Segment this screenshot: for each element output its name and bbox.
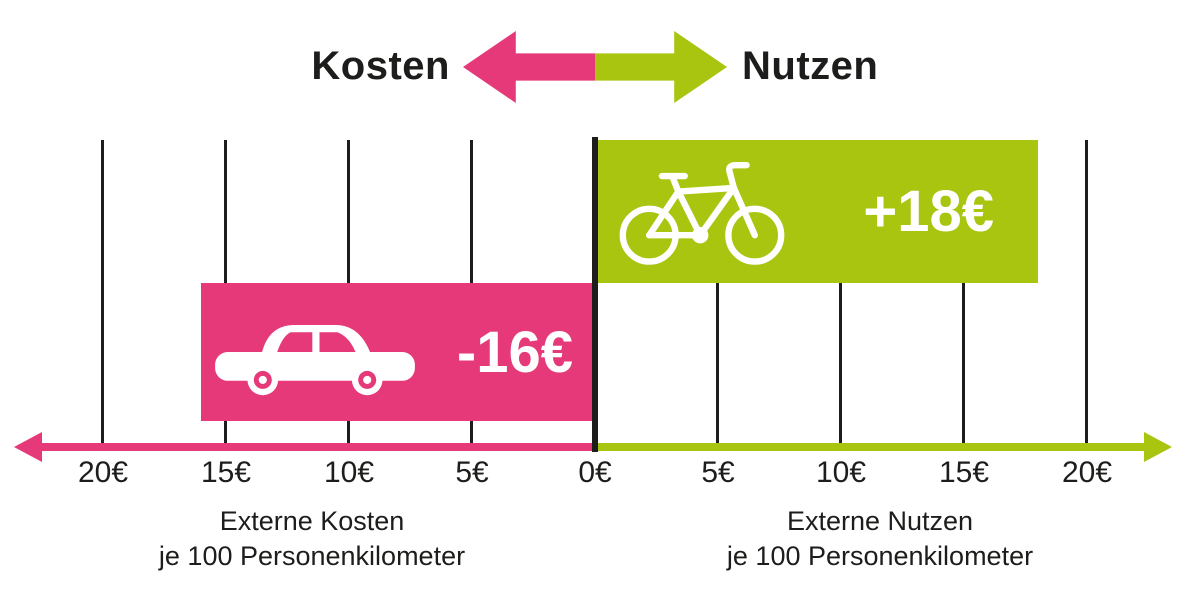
tick-label-minus-15: 15€ bbox=[200, 456, 252, 489]
bicycle-icon bbox=[619, 161, 785, 265]
tick-label-plus-5: 5€ bbox=[701, 456, 735, 489]
tick-label-plus-20: 20€ bbox=[1061, 456, 1113, 489]
right-axis-caption-line2: je 100 Personenkilometer bbox=[726, 541, 1034, 571]
gridline-plus-15 bbox=[962, 140, 965, 443]
axis-line-nutzen bbox=[595, 443, 1146, 451]
bike-benefit-bar: +18€ bbox=[595, 140, 1038, 283]
left-axis-caption: Externe Kosten je 100 Personenkilometer bbox=[62, 504, 562, 574]
axis-line-kosten bbox=[38, 443, 595, 451]
nutzen-direction-label: Nutzen bbox=[742, 44, 879, 88]
axis-arrowhead-right-icon bbox=[1144, 432, 1172, 462]
tick-label-plus-10: 10€ bbox=[815, 456, 867, 489]
right-axis-caption-line1: Externe Nutzen bbox=[786, 506, 974, 536]
car-cost-value: -16€ bbox=[456, 319, 573, 385]
axis-arrowhead-left-icon bbox=[14, 432, 42, 462]
left-axis-caption-line2: je 100 Personenkilometer bbox=[158, 541, 466, 571]
tick-label-minus-5: 5€ bbox=[455, 456, 489, 489]
tick-label-minus-20: 20€ bbox=[77, 456, 129, 489]
gridline-minus-20 bbox=[101, 140, 104, 443]
tick-label-zero: 0€ bbox=[578, 456, 612, 489]
car-cost-bar: -16€ bbox=[201, 283, 595, 421]
zero-axis-line bbox=[592, 137, 598, 452]
bike-benefit-value: +18€ bbox=[863, 179, 994, 244]
tick-label-minus-10: 10€ bbox=[323, 456, 375, 489]
nutzen-right-arrow-icon bbox=[595, 31, 727, 103]
gridline-plus-5 bbox=[716, 140, 719, 443]
car-icon bbox=[215, 325, 415, 396]
kosten-direction-label: Kosten bbox=[311, 44, 450, 88]
kosten-left-arrow-icon bbox=[463, 31, 595, 103]
gridline-plus-20 bbox=[1085, 140, 1088, 443]
left-axis-caption-line1: Externe Kosten bbox=[219, 506, 405, 536]
gridline-plus-10 bbox=[839, 140, 842, 443]
right-axis-caption: Externe Nutzen je 100 Personenkilometer bbox=[630, 504, 1130, 574]
tick-label-plus-15: 15€ bbox=[938, 456, 990, 489]
